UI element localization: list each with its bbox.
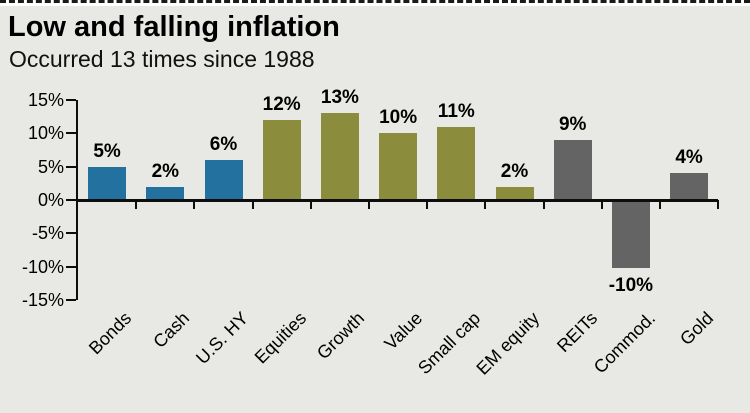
bar-growth xyxy=(320,113,359,200)
bar-value-label-commod: -10% xyxy=(608,274,654,296)
bar-value-label-bonds: 5% xyxy=(93,140,121,162)
bar-value-label-em-equity: 2% xyxy=(500,160,529,182)
bar-value-label-value: 10% xyxy=(379,107,418,129)
y-axis-tick xyxy=(66,299,76,301)
y-axis-tick xyxy=(66,132,76,135)
x-axis-tick xyxy=(309,200,312,209)
x-axis-tick xyxy=(659,200,661,209)
bar-value-label-u-s-hy: 6% xyxy=(209,134,238,155)
y-axis-tick xyxy=(66,232,76,235)
bar-value xyxy=(379,133,418,200)
x-axis-tick xyxy=(600,200,603,209)
bar-value-label-reits: 9% xyxy=(558,114,587,135)
top-dashed-border xyxy=(0,0,750,6)
bar-em-equity xyxy=(495,186,534,200)
bar-value-label-growth: 13% xyxy=(320,87,359,109)
y-axis-tick xyxy=(66,99,76,101)
y-axis-tick-label: 10% xyxy=(27,123,64,144)
y-axis-tick xyxy=(66,265,76,268)
x-axis-tick xyxy=(542,200,545,209)
bar-commod xyxy=(611,201,650,268)
x-axis-tick xyxy=(368,200,370,209)
y-axis-tick-label: -10% xyxy=(21,256,64,277)
bar-reits xyxy=(553,140,592,200)
y-axis-tick-label: 15% xyxy=(27,90,64,110)
bar-equities xyxy=(262,120,301,200)
y-axis-tick-label: -5% xyxy=(31,223,64,244)
bar-value-label-small-cap: 11% xyxy=(437,100,475,122)
bar-value-label-equities: 12% xyxy=(262,94,301,115)
x-axis-tick xyxy=(193,200,196,209)
y-axis-tick-label: -15% xyxy=(21,290,64,310)
x-axis-tick xyxy=(251,200,254,209)
chart-subtitle: Occurred 13 times since 1988 xyxy=(9,46,315,72)
y-axis-tick-label: 5% xyxy=(37,156,64,177)
bar-u-s-hy xyxy=(204,160,243,200)
bar-gold xyxy=(670,173,709,200)
x-axis-tick xyxy=(717,200,720,209)
bar-value-label-gold: 4% xyxy=(675,147,703,169)
chart-title: Low and falling inflation xyxy=(8,11,340,43)
y-axis-tick-label: 0% xyxy=(37,190,64,210)
y-axis-tick xyxy=(66,199,76,201)
bar-value-label-cash: 2% xyxy=(151,160,180,182)
bar-cash xyxy=(146,186,185,200)
x-axis-tick xyxy=(484,200,487,209)
x-axis-tick xyxy=(135,200,138,209)
x-axis-line xyxy=(76,199,719,202)
bar-bonds xyxy=(88,166,127,200)
x-axis-tick xyxy=(426,200,429,209)
bar-small-cap xyxy=(437,126,476,200)
y-axis-tick xyxy=(66,165,76,168)
